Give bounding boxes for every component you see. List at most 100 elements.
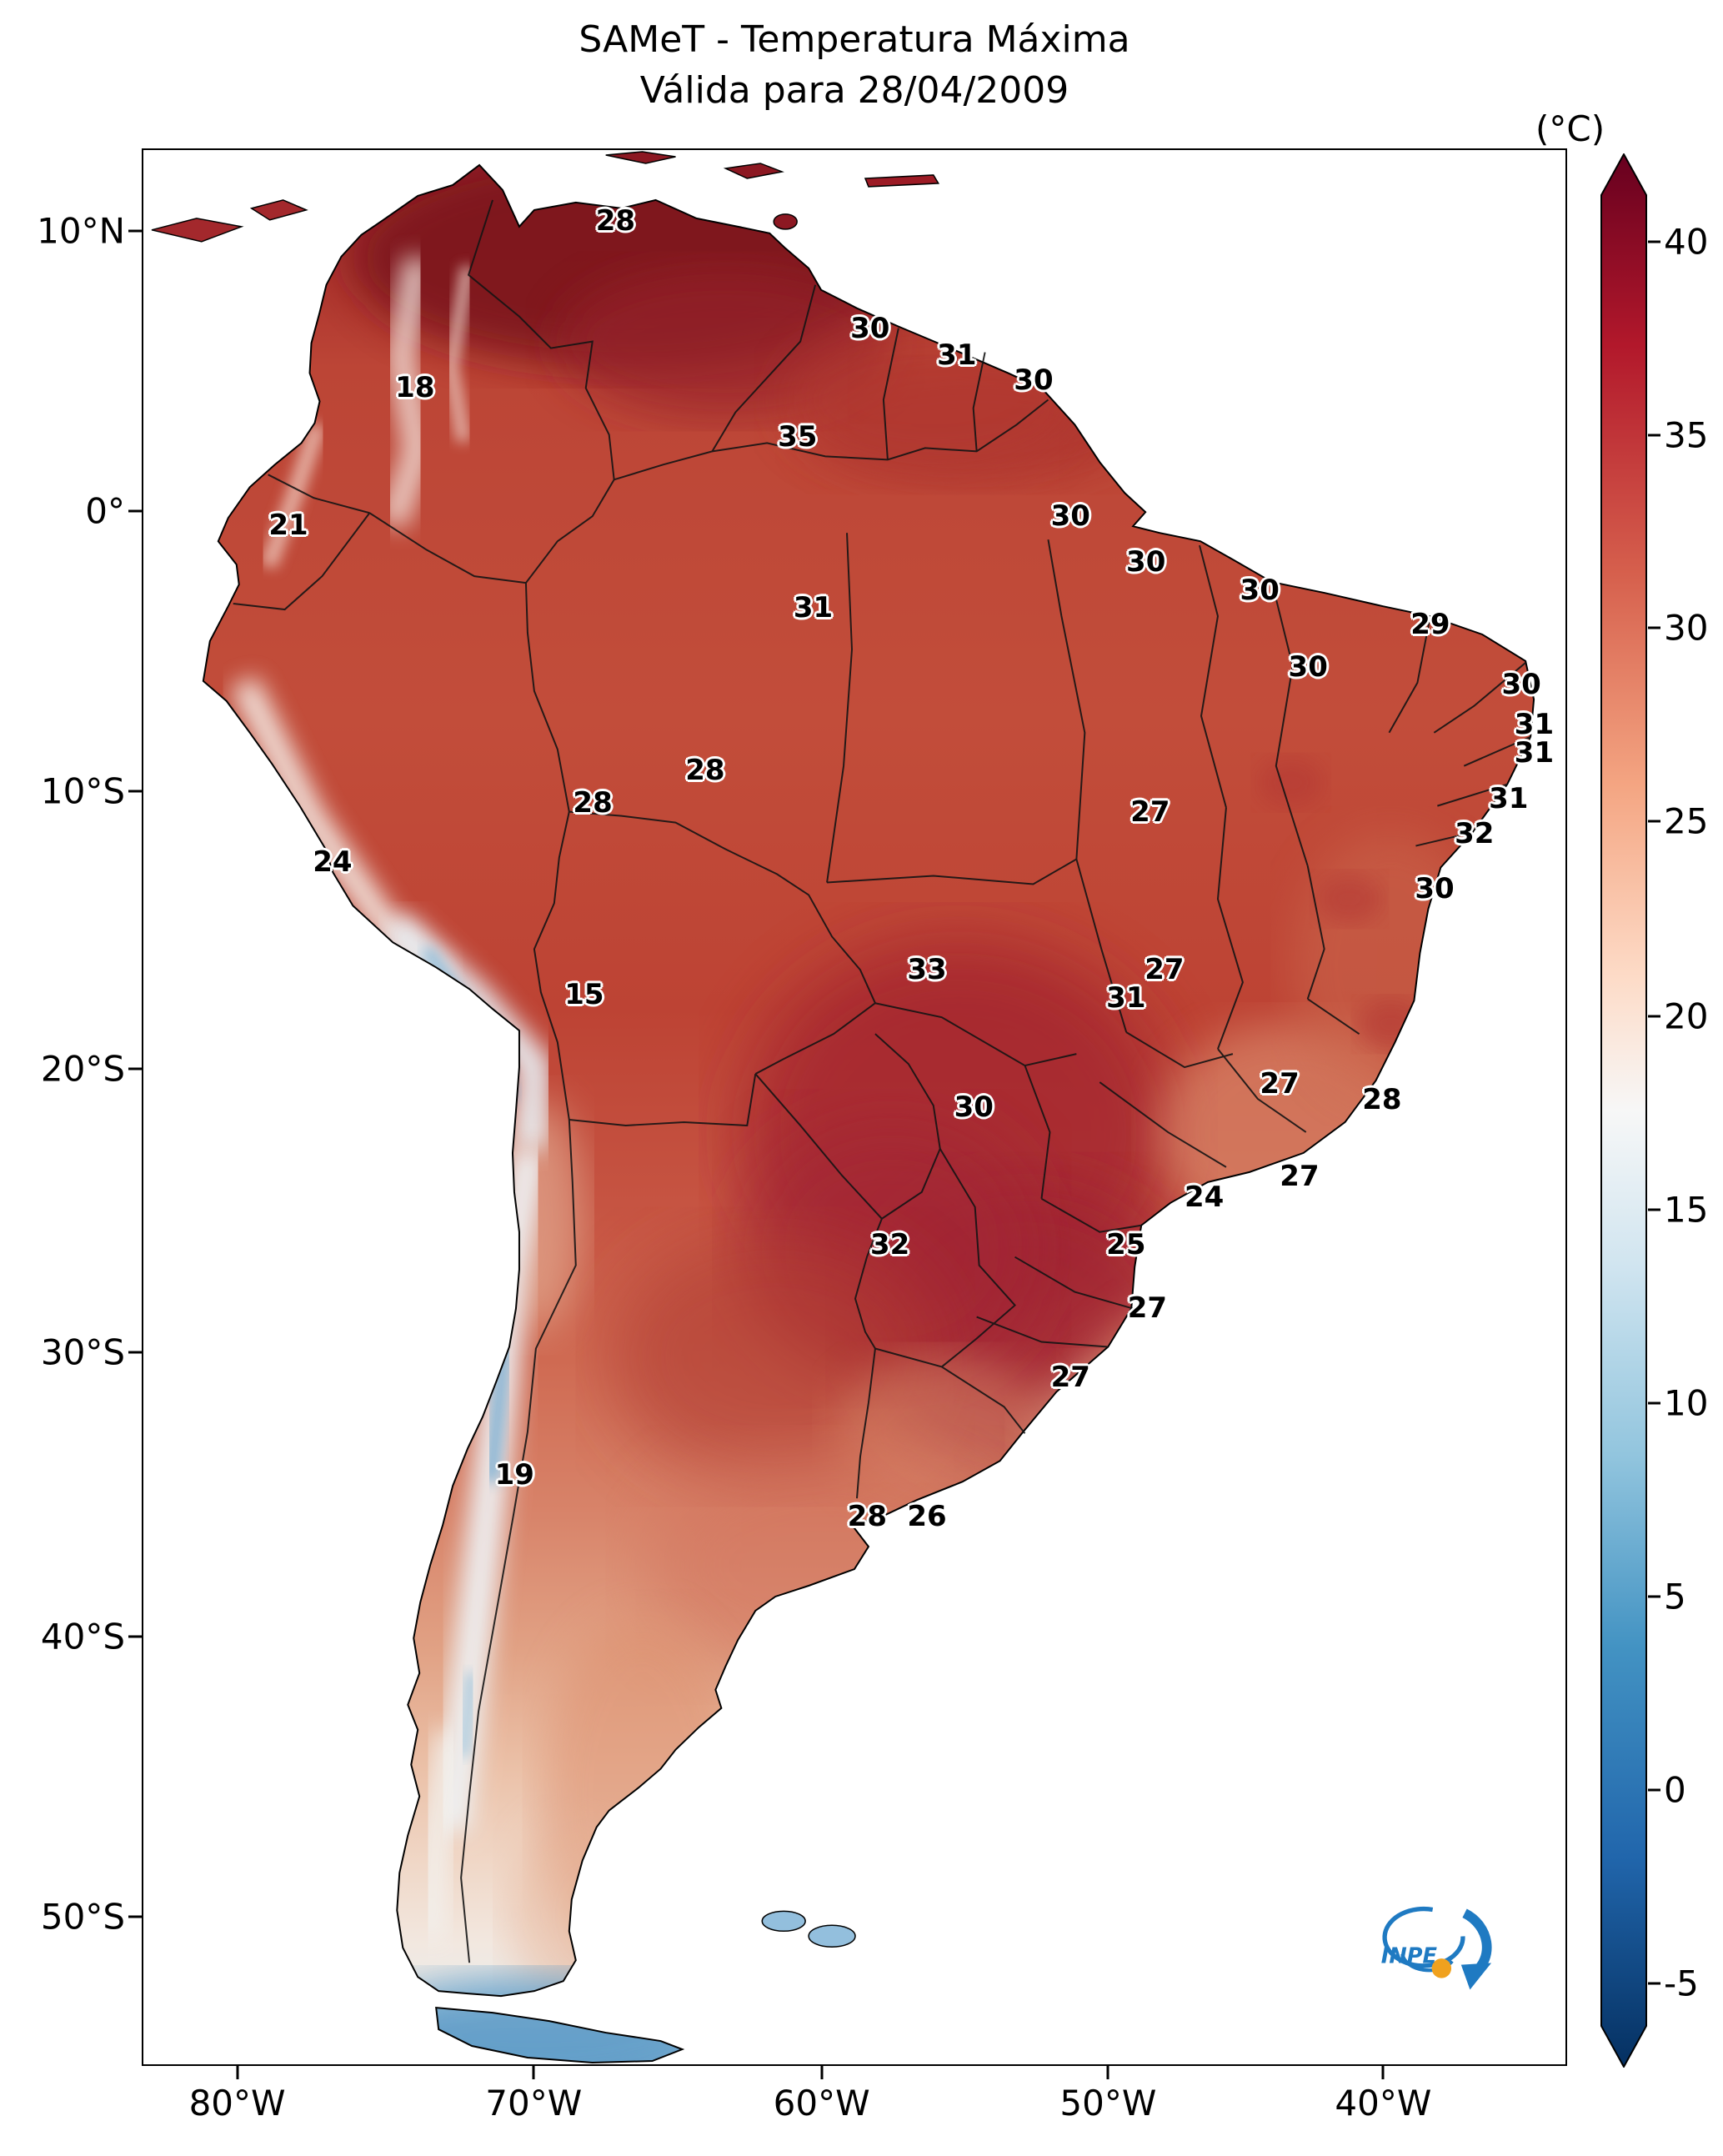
- colorbar-tick-mark: [1648, 1982, 1660, 1985]
- temperature-label: 21: [268, 509, 308, 543]
- temperature-label: 30: [954, 1091, 994, 1124]
- y-tick-label: 10°S: [40, 770, 125, 811]
- x-tick-label: 50°W: [1059, 2083, 1157, 2123]
- colorbar-tick-label: 30: [1664, 607, 1709, 649]
- temperature-label: 31: [1514, 707, 1555, 741]
- temperature-label: 27: [1144, 952, 1185, 986]
- logo-arrow-head: [1460, 1963, 1492, 1990]
- x-tick-label: 70°W: [485, 2083, 583, 2123]
- y-tick-mark: [128, 509, 142, 513]
- colorbar: [1600, 152, 1647, 2069]
- temperature-label: 24: [1185, 1180, 1225, 1214]
- x-tick-mark: [236, 2066, 239, 2079]
- small-islands: [151, 151, 940, 1948]
- colorbar-tick-mark: [1648, 1788, 1660, 1792]
- colorbar-tick-mark: [1648, 626, 1660, 629]
- colorbar-tick-mark: [1648, 1595, 1660, 1598]
- temperature-label: 31: [937, 338, 977, 372]
- colorbar-tick-label: 35: [1664, 414, 1709, 455]
- y-tick-label: 40°S: [40, 1616, 125, 1657]
- temperature-label: 25: [1106, 1228, 1146, 1262]
- colorbar-tick-mark: [1648, 1015, 1660, 1018]
- temperature-label: 26: [907, 1500, 947, 1534]
- temperature-label: 32: [1455, 816, 1495, 850]
- temperature-labels-layer: 28 30 31 30 18 35 21 30 30 30 29 30 31 30 31 31 28 28 27 31…: [143, 150, 1565, 2064]
- y-tick-mark: [128, 229, 142, 233]
- inpe-logo: INPE: [1370, 1889, 1504, 1998]
- y-tick-label: 50°S: [40, 1896, 125, 1938]
- temperature-label: 18: [395, 370, 435, 404]
- colorbar-tick-label: 25: [1664, 800, 1709, 842]
- colorbar-tick-mark: [1648, 820, 1660, 823]
- colorbar-tick-mark: [1648, 434, 1660, 436]
- temperature-label: 31: [1514, 736, 1555, 770]
- colorbar-tick-mark: [1648, 240, 1660, 243]
- y-tick-mark: [128, 790, 142, 792]
- y-tick-label: 20°S: [40, 1048, 125, 1090]
- x-tick-label: 40°W: [1335, 2083, 1432, 2123]
- colorbar-tick-mark: [1648, 1401, 1660, 1405]
- colorbar-tick-label: 0: [1664, 1769, 1686, 1811]
- temperature-label: 28: [847, 1500, 888, 1534]
- colorbar-unit-label: (°C): [1535, 108, 1605, 149]
- map-plot-area: 28 30 31 30 18 35 21 30 30 30 29 30 31 30 31 31 28 28 27 31…: [142, 148, 1567, 2066]
- temperature-label: 35: [778, 420, 818, 454]
- temperature-label: 30: [1415, 872, 1455, 906]
- inpe-logo-graphic: INPE: [1381, 1906, 1492, 1990]
- y-tick-label: 30°S: [40, 1331, 125, 1373]
- temperature-label: 32: [869, 1228, 910, 1262]
- temperature-label: 15: [564, 977, 604, 1011]
- chart-subtitle: Válida para 28/04/2009: [639, 68, 1069, 112]
- country-state-borders: [233, 199, 1531, 1963]
- chart-title-block: SAMeT - Temperatura Máxima Válida para 2…: [142, 15, 1567, 116]
- temperature-label: 31: [793, 590, 834, 624]
- x-tick-mark: [820, 2066, 824, 2079]
- coastline-outlines: [202, 163, 1535, 2064]
- south-america-map: [151, 151, 1535, 2064]
- temperature-label: 31: [1106, 981, 1146, 1015]
- colorbar-tick-label: -5: [1664, 1963, 1699, 2004]
- temperature-label: 28: [685, 753, 725, 787]
- temperature-label: 28: [573, 785, 613, 820]
- x-tick-label: 80°W: [188, 2083, 286, 2123]
- temperature-label: 24: [313, 845, 353, 880]
- temperature-label: 27: [1260, 1067, 1300, 1101]
- temperature-label: 31: [1489, 782, 1529, 816]
- temperature-label: 28: [595, 203, 636, 238]
- chart-title: SAMeT - Temperatura Máxima: [579, 18, 1130, 61]
- temperature-label: 27: [1130, 795, 1170, 830]
- temperature-label: 19: [494, 1457, 534, 1492]
- y-tick-mark: [128, 1635, 142, 1638]
- temperature-label: 30: [850, 311, 890, 345]
- colorbar-gradient-bar: [1600, 152, 1647, 2069]
- logo-orange-dot: [1431, 1958, 1452, 1978]
- temperature-label: 30: [1126, 544, 1166, 579]
- temperature-label: 27: [1050, 1360, 1090, 1394]
- y-tick-label: 10°N: [37, 210, 125, 252]
- x-tick-mark: [1381, 2066, 1385, 2079]
- x-tick-label: 60°W: [773, 2083, 870, 2123]
- colorbar-tick-label: 20: [1664, 995, 1709, 1037]
- y-tick-label: 0°: [85, 490, 125, 532]
- colorbar-tick-label: 15: [1664, 1189, 1709, 1231]
- temperature-label: 29: [1410, 608, 1450, 642]
- temperature-label: 30: [1288, 649, 1328, 684]
- temperature-label: 27: [1127, 1291, 1168, 1326]
- temperature-label: 30: [1240, 574, 1280, 608]
- x-tick-mark: [532, 2066, 535, 2079]
- y-tick-mark: [128, 1915, 142, 1918]
- temperature-label: 30: [1501, 667, 1541, 701]
- temperature-label: 30: [1050, 499, 1090, 533]
- inpe-logo-text: INPE: [1381, 1943, 1438, 1968]
- y-tick-mark: [128, 1067, 142, 1070]
- x-tick-mark: [1106, 2066, 1109, 2079]
- temperature-label: 30: [1014, 363, 1054, 397]
- colorbar-tick-label: 5: [1664, 1576, 1686, 1617]
- colorbar-tick-label: 10: [1664, 1382, 1709, 1424]
- temperature-label: 27: [1280, 1159, 1320, 1193]
- logo-orbit-outer: [1382, 1906, 1465, 1968]
- temperature-label: 28: [1362, 1082, 1402, 1116]
- colorbar-tick-mark: [1648, 1208, 1660, 1211]
- colorbar-tick-label: 40: [1664, 221, 1709, 263]
- temperature-label: 33: [907, 952, 947, 986]
